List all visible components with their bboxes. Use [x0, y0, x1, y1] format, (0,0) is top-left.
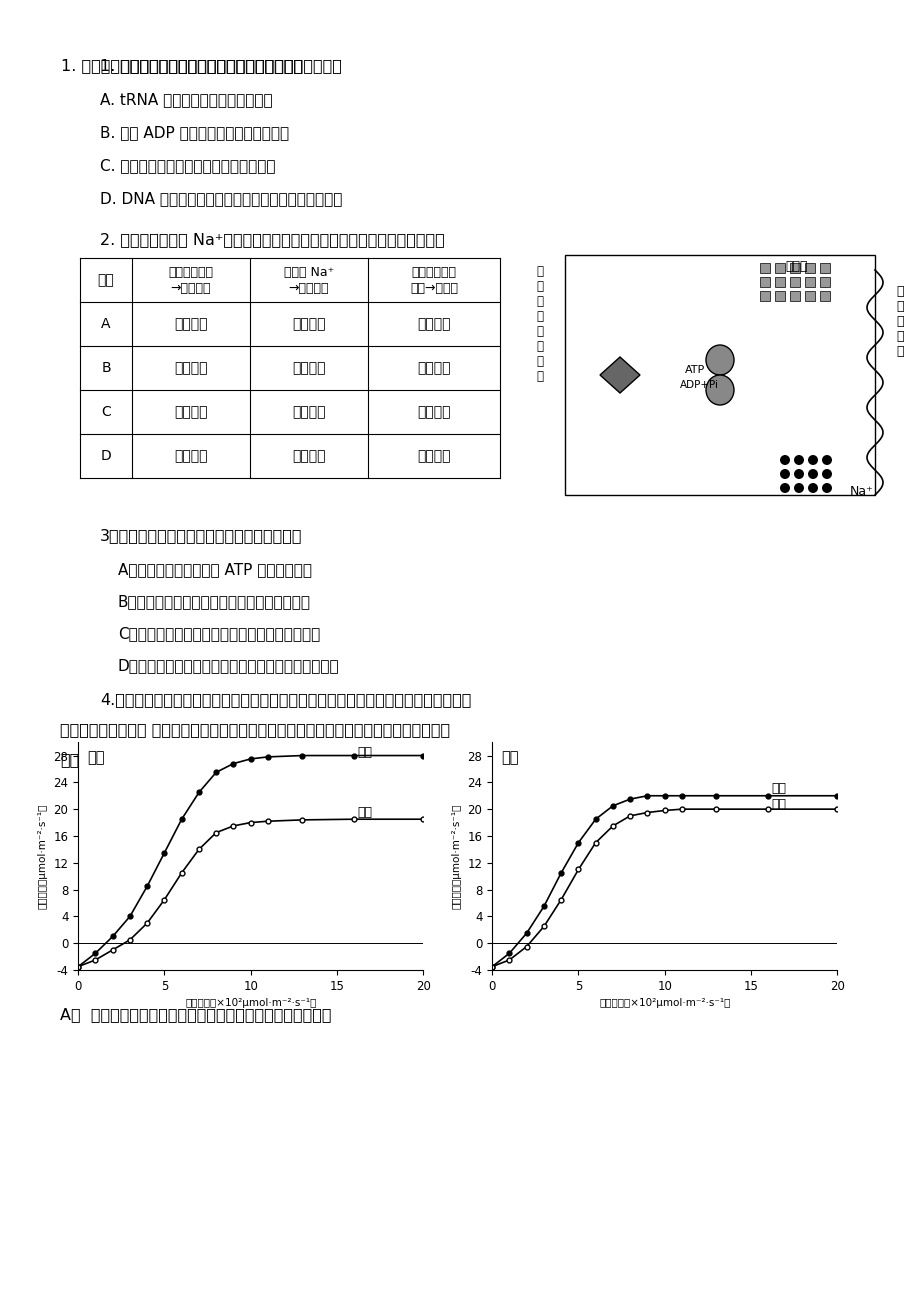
Bar [789, 263, 800, 273]
Y-axis label: 光合速率（μmol·m⁻²·s⁻¹）: 光合速率（μmol·m⁻²·s⁻¹） [38, 803, 48, 909]
X-axis label: 光照强度（×10²μmol·m⁻²·s⁻¹）: 光照强度（×10²μmol·m⁻²·s⁻¹） [598, 999, 730, 1008]
Text: 基酸→组织液: 基酸→组织液 [410, 281, 458, 294]
Circle shape [821, 469, 831, 479]
Bar [774, 277, 784, 286]
Text: Na⁺: Na⁺ [849, 486, 873, 497]
Bar [804, 292, 814, 301]
Circle shape [779, 469, 789, 479]
Text: D. DNA 的两条脱氧核苷酸链之间通过磷酸二酯键连接: D. DNA 的两条脱氧核苷酸链之间通过磷酸二酯键连接 [100, 191, 342, 206]
Text: 被动运输: 被动运输 [174, 405, 208, 419]
Text: B. 每个 ADP 分子中含有两个高能磷酸键: B. 每个 ADP 分子中含有两个高能磷酸键 [100, 125, 289, 141]
Circle shape [779, 483, 789, 493]
Text: 单作: 单作 [357, 806, 372, 819]
Text: 桑树: 桑树 [86, 750, 104, 766]
Bar [759, 292, 769, 301]
Text: 被动运输: 被动运输 [417, 405, 450, 419]
X-axis label: 光照强度（×10²μmol·m⁻²·s⁻¹）: 光照强度（×10²μmol·m⁻²·s⁻¹） [185, 999, 316, 1008]
Polygon shape [599, 357, 640, 393]
Bar [759, 277, 769, 286]
Bar [819, 292, 829, 301]
Circle shape [807, 469, 817, 479]
Circle shape [793, 483, 803, 493]
Text: 主动运输: 主动运输 [292, 405, 325, 419]
Bar [774, 292, 784, 301]
Text: D．病毒核酸的复制需要宿主细胞的呼吸作用提供能量: D．病毒核酸的复制需要宿主细胞的呼吸作用提供能量 [118, 658, 339, 673]
Text: C．人体在剧烈运动时所需的能量由乳酸分解提供: C．人体在剧烈运动时所需的能量由乳酸分解提供 [118, 626, 320, 641]
Text: 肾
小
管
周
围
组
织
液: 肾 小 管 周 围 组 织 液 [536, 266, 543, 383]
Text: B．光合作用中叶绿素吸收光能不需要酶的参与: B．光合作用中叶绿素吸收光能不需要酶的参与 [118, 594, 311, 609]
Circle shape [779, 454, 789, 465]
Text: 管腔中 Na⁺: 管腔中 Na⁺ [284, 267, 334, 280]
Circle shape [807, 454, 817, 465]
Bar [819, 263, 829, 273]
Text: 主动运输: 主动运输 [417, 316, 450, 331]
Text: 被动运输: 被动运输 [417, 449, 450, 464]
Circle shape [807, 483, 817, 493]
Text: →上皮细胞: →上皮细胞 [171, 281, 211, 294]
Bar [804, 263, 814, 273]
Text: 肾
小
管
管
腔: 肾 小 管 管 腔 [895, 285, 902, 358]
Text: A. tRNA 分子中含有一定数量的氢键: A. tRNA 分子中含有一定数量的氢键 [100, 92, 272, 107]
Text: 被动运输: 被动运输 [292, 361, 325, 375]
Text: 被动运输: 被动运输 [174, 361, 208, 375]
Text: ATP: ATP [685, 365, 705, 375]
Text: 4.将桑树和大豆分别单独种植（单作）或两种隔行种植（间作），测得两种植物的光合: 4.将桑树和大豆分别单独种植（单作）或两种隔行种植（间作），测得两种植物的光合 [100, 691, 471, 707]
Text: 3．关于光合作用和呼吸作用的叙述，错误的是: 3．关于光合作用和呼吸作用的叙述，错误的是 [100, 529, 302, 543]
Text: C: C [101, 405, 111, 419]
Text: 间作: 间作 [771, 798, 786, 811]
Text: D: D [100, 449, 111, 464]
Circle shape [793, 454, 803, 465]
Text: 主动运输: 主动运输 [174, 449, 208, 464]
Text: 单作: 单作 [771, 783, 786, 796]
Bar [759, 263, 769, 273]
Y-axis label: 光合速率（μmol·m⁻²·s⁻¹）: 光合速率（μmol·m⁻²·s⁻¹） [451, 803, 461, 909]
Circle shape [821, 483, 831, 493]
Text: 1. 下列关于细胞中化合物及其化学键的叙述，正确的是: 1. 下列关于细胞中化合物及其化学键的叙述，正确的是 [61, 59, 302, 73]
Text: 1. 下列关于细胞中化合物及其化学键的叙述，正确的是: 1. 下列关于细胞中化合物及其化学键的叙述，正确的是 [100, 59, 342, 73]
Text: 2. 右图为氨基酸和 Na⁺进出肾小管上皮细胞的示意图。下表选项中正确的是: 2. 右图为氨基酸和 Na⁺进出肾小管上皮细胞的示意图。下表选项中正确的是 [100, 232, 444, 247]
Text: →上皮细胞: →上皮细胞 [289, 281, 329, 294]
Bar [774, 263, 784, 273]
Text: 下列叙述正确的是: 下列叙述正确的是 [60, 753, 137, 767]
Text: 速率如下图所示（注 光饱和点是光合速率达到最大值时所需的最低光照强度）。据图分析，: 速率如下图所示（注 光饱和点是光合速率达到最大值时所需的最低光照强度）。据图分析… [60, 723, 449, 737]
Text: ADP+Pi: ADP+Pi [679, 380, 719, 391]
Ellipse shape [705, 375, 733, 405]
Ellipse shape [705, 345, 733, 375]
Text: A．  与单作相比，间作时两种植物的呼吸强度均没有受到影响: A． 与单作相比，间作时两种植物的呼吸强度均没有受到影响 [60, 1006, 331, 1022]
Text: 管腔中氨基酸: 管腔中氨基酸 [168, 267, 213, 280]
Circle shape [821, 454, 831, 465]
Bar [789, 292, 800, 301]
Bar [789, 277, 800, 286]
Text: B: B [101, 361, 110, 375]
Text: A: A [101, 316, 110, 331]
Bar [804, 277, 814, 286]
Text: 选项: 选项 [97, 273, 114, 286]
Text: 被动运输: 被动运输 [292, 316, 325, 331]
Bar [564, 255, 874, 495]
Text: 上皮细胞中氨: 上皮细胞中氨 [411, 267, 456, 280]
Text: 被动运输: 被动运输 [417, 361, 450, 375]
Text: 主动运输: 主动运输 [174, 316, 208, 331]
Text: A．磷酸是光反应中合成 ATP 所需的反应物: A．磷酸是光反应中合成 ATP 所需的反应物 [118, 562, 312, 577]
Text: 被动运输: 被动运输 [292, 449, 325, 464]
Text: 间作: 间作 [357, 746, 372, 759]
Text: 大豆: 大豆 [500, 750, 517, 766]
Circle shape [793, 469, 803, 479]
Text: C. 血红蛋白中不同肽链之间通过肽键连接: C. 血红蛋白中不同肽链之间通过肽键连接 [100, 158, 275, 173]
Text: 氨基酸: 氨基酸 [784, 260, 807, 273]
Bar [819, 277, 829, 286]
